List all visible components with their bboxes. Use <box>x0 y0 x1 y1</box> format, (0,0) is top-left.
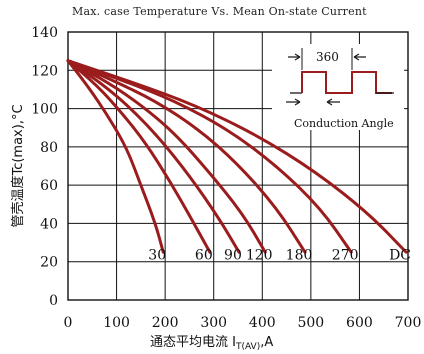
inset-box <box>272 44 404 130</box>
x-axis-label-subscript: T(AV) <box>235 342 260 352</box>
series-line-dc <box>66 59 408 254</box>
series-lines <box>66 59 408 254</box>
series-line-60 <box>66 59 212 254</box>
x-tick-label: 300 <box>200 315 227 331</box>
x-axis-label-unit: ,A <box>260 335 273 350</box>
series-label-120: 120 <box>246 248 273 264</box>
series-label-60: 60 <box>195 248 213 264</box>
x-tick-label: 0 <box>64 315 73 331</box>
y-tick-label: 100 <box>31 102 58 118</box>
series-line-120 <box>66 59 267 254</box>
inset-arrow-bottom-left <box>286 98 301 106</box>
inset-waveform <box>301 71 392 94</box>
x-tick-label: 400 <box>249 315 276 331</box>
series-labels: 30 60 90 120 180 270 DC <box>148 248 411 264</box>
plot-area-border <box>67 31 409 301</box>
series-label-180: 180 <box>286 248 313 264</box>
series-line-90 <box>66 59 241 254</box>
inset-caption: Conduction Angle <box>294 117 394 130</box>
y-tick-label: 120 <box>31 63 58 79</box>
series-label-30: 30 <box>148 248 166 264</box>
y-tick-label: 20 <box>40 255 58 271</box>
x-tick-label: 700 <box>395 315 422 331</box>
y-tick-label: 40 <box>40 216 58 232</box>
y-axis-label: 管壳温度Tc(max),°C <box>10 104 26 227</box>
series-line-30 <box>66 59 165 254</box>
x-tick-label: 100 <box>103 315 130 331</box>
x-axis-label-main: 通态平均电流 I <box>150 335 236 350</box>
x-axis-ticks: 0 100 200 300 400 500 600 700 <box>64 315 422 331</box>
series-line-270 <box>66 59 353 254</box>
y-tick-label: 80 <box>40 140 58 156</box>
x-tick-label: 500 <box>297 315 324 331</box>
inset-arrow-right <box>353 53 366 61</box>
y-tick-label: 60 <box>40 178 58 194</box>
series-label-270: 270 <box>332 248 359 264</box>
inset-arrow-left <box>288 53 301 61</box>
series-label-dc: DC <box>389 248 411 264</box>
x-tick-label: 200 <box>152 315 179 331</box>
x-tick-label: 600 <box>346 315 373 331</box>
conduction-angle-inset: 360 Conduction Angle <box>272 44 404 130</box>
y-tick-label: 0 <box>49 293 58 309</box>
y-tick-label: 140 <box>31 25 58 41</box>
series-line-180 <box>66 59 307 254</box>
chart-title: Max. case Temperature Vs. Mean On-state … <box>72 5 367 18</box>
inset-arrow-bottom-right <box>326 98 340 106</box>
x-axis-label: 通态平均电流 IT(AV),A <box>150 335 273 352</box>
series-label-90: 90 <box>224 248 242 264</box>
y-axis-ticks: 0 20 40 60 80 100 120 140 <box>31 25 58 309</box>
inset-angle-value: 360 <box>316 50 339 64</box>
